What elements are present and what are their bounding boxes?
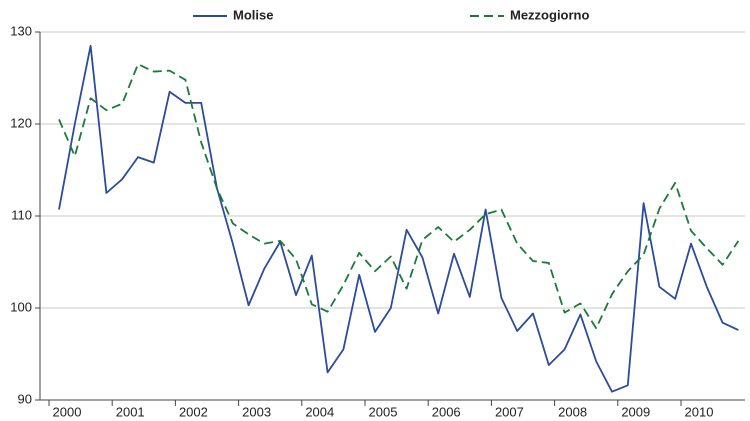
y-tick-label: 90: [18, 391, 32, 406]
x-tick-label: 2001: [116, 404, 145, 419]
y-tick-label: 110: [11, 207, 32, 222]
x-tick-label: 2005: [369, 404, 398, 419]
series-line: [58, 63, 740, 330]
series-line: [58, 44, 739, 393]
y-tick-label: 130: [10, 23, 32, 38]
y-tick-label: 100: [10, 299, 32, 314]
y-tick-label: 120: [10, 115, 32, 130]
x-tick-label: 2009: [621, 404, 650, 419]
x-tick-label: 2010: [685, 404, 714, 419]
x-tick-label: 2004: [305, 404, 334, 419]
x-tick-label: 2008: [558, 404, 587, 419]
x-tick-label: 2006: [432, 404, 461, 419]
x-tick-label: 2003: [242, 404, 271, 419]
legend-label: Mezzogiorno: [510, 7, 589, 22]
x-tick-label: 2002: [179, 404, 208, 419]
legend-label: Molise: [233, 7, 273, 22]
x-tick-label: 2007: [495, 404, 524, 419]
x-tick-label: 2000: [53, 404, 82, 419]
